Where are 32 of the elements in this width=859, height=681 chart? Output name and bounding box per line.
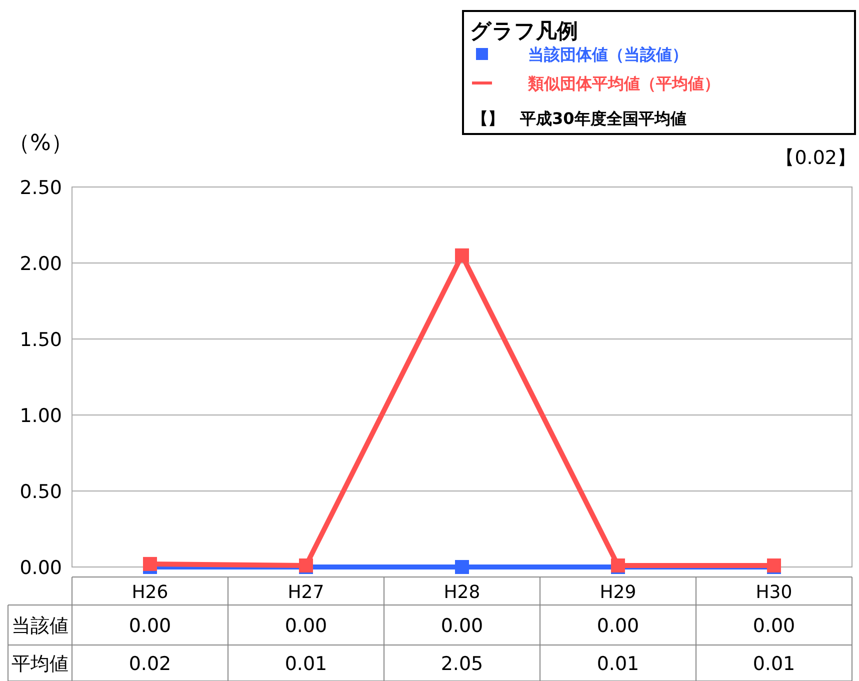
y-tick-label: 1.00 xyxy=(20,405,62,427)
y-tick-label: 0.00 xyxy=(20,557,62,579)
text: 平均値 xyxy=(12,653,68,675)
data-label: 0.01 xyxy=(596,653,640,675)
legend-title: グラフ凡例 xyxy=(470,19,578,43)
y-tick-label: 2.00 xyxy=(20,253,62,275)
y-axis-title: （%） xyxy=(8,131,73,156)
point xyxy=(455,248,469,262)
data-label: 0.00 xyxy=(128,615,172,637)
data-label: 0.00 xyxy=(752,615,796,637)
text: 当該値 xyxy=(12,615,68,637)
text: 当該団体値（当該値） xyxy=(528,45,688,64)
text: 【】 平成30年度全国平均値 xyxy=(472,109,686,128)
data-label: 0.00 xyxy=(284,615,328,637)
data-label: 2.05 xyxy=(440,653,484,675)
data-label: 0.00 xyxy=(440,615,484,637)
x-tick-label: H28 xyxy=(444,582,480,603)
x-tick-label: H26 xyxy=(132,582,168,603)
y-tick-label: 1.50 xyxy=(20,329,62,351)
point xyxy=(143,556,157,571)
text: 【0.02】 xyxy=(776,147,856,169)
data-label: 0.02 xyxy=(128,653,172,675)
legend-label: 類似団体平均値（平均値） xyxy=(527,74,720,93)
x-tick-label: H30 xyxy=(756,582,792,603)
y-tick-label: 2.50 xyxy=(20,177,62,199)
x-tick-label: H29 xyxy=(600,582,636,603)
data-label: 0.00 xyxy=(596,615,640,637)
x-tick-label: H27 xyxy=(288,582,324,603)
data-label: 0.01 xyxy=(752,653,796,675)
y-tick-label: 0.50 xyxy=(20,481,62,503)
point xyxy=(455,560,469,574)
data-label: 0.01 xyxy=(284,653,328,675)
